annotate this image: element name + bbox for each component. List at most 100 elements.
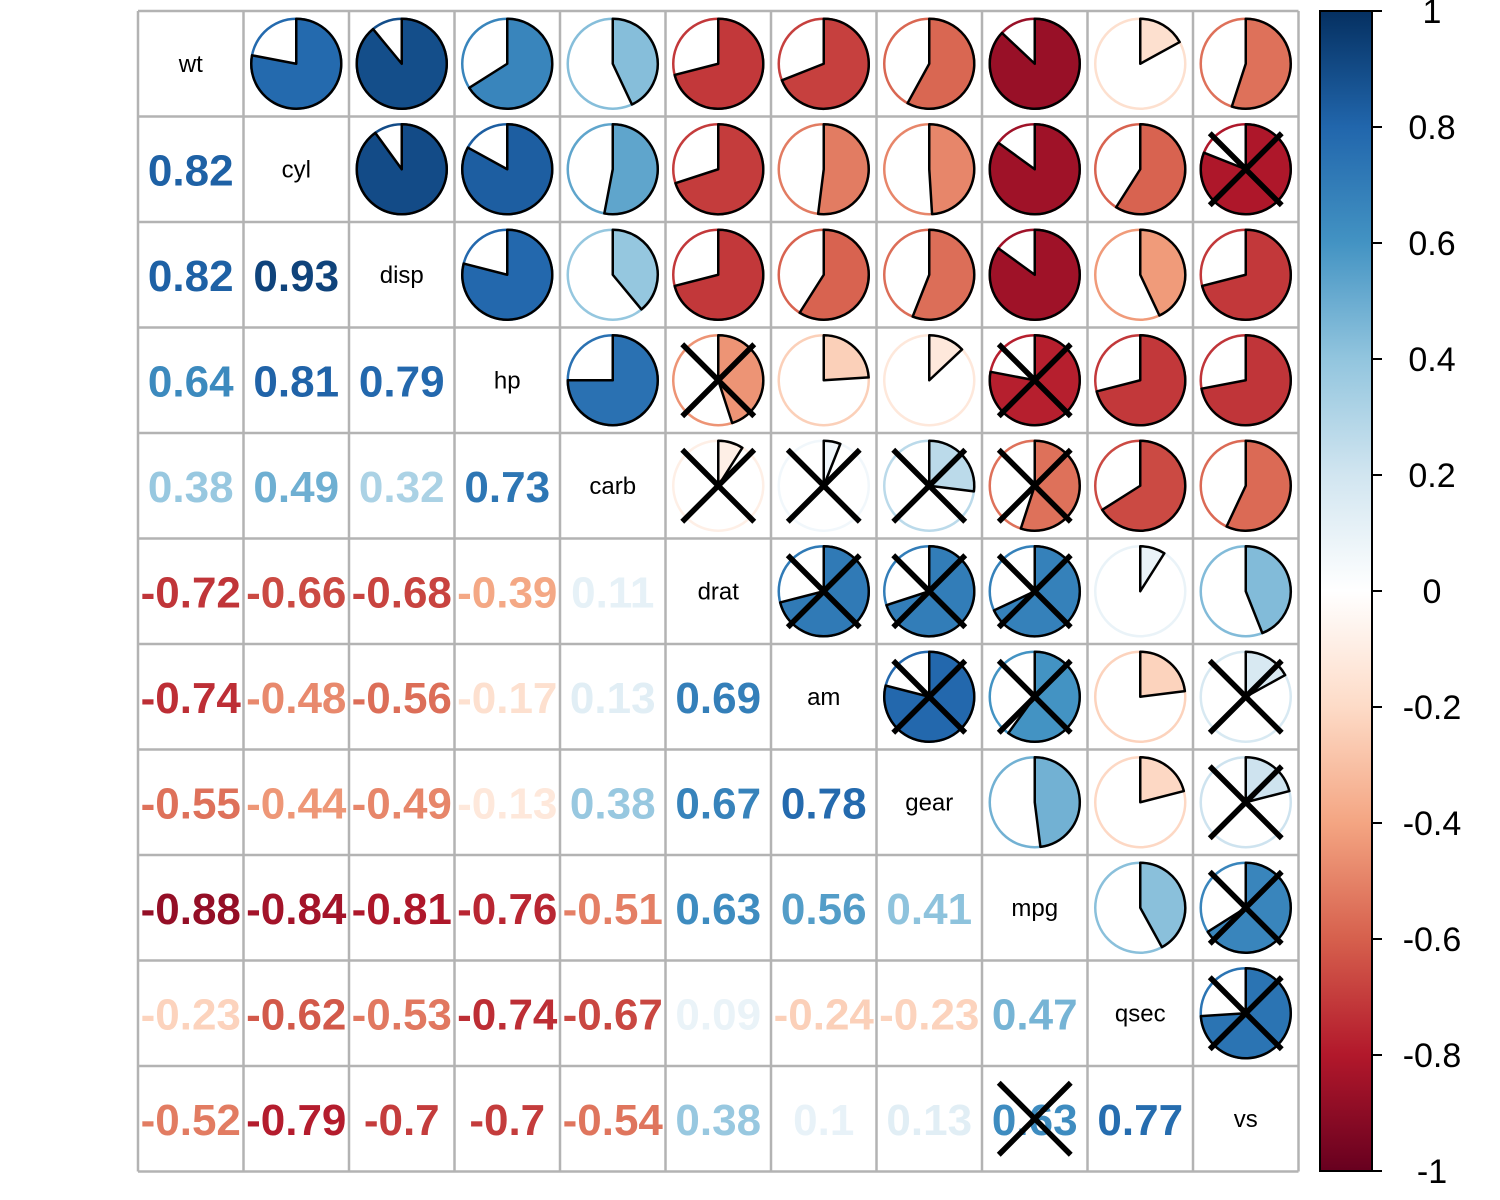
colorbar-tick-label: 0.8 bbox=[1408, 109, 1455, 147]
matrix-grid bbox=[136, 9, 1300, 1173]
color-legend: 1 0.8 0.6 0.4 0.2 0 -0.2 -0.4 -0.6 -0.8 -1 bbox=[1319, 0, 1462, 1191]
pie-mark-disp-hp bbox=[460, 228, 554, 321]
pie-mark-cyl-hp bbox=[461, 123, 554, 216]
coef-label-drat-cyl: -0.66 bbox=[246, 568, 346, 617]
pie-mark-disp-am bbox=[777, 228, 870, 321]
coef-label-gear-wt: -0.55 bbox=[141, 779, 241, 828]
pie-mark-wt-cyl bbox=[250, 17, 343, 110]
coef-label-carb-wt: 0.38 bbox=[148, 463, 234, 512]
coef-label-qsec-drat: 0.09 bbox=[675, 990, 761, 1039]
coef-label-qsec-disp: -0.53 bbox=[352, 990, 452, 1039]
pie-mark-carb-vs bbox=[1199, 439, 1292, 532]
colorbar-tick-label: -0.8 bbox=[1403, 1037, 1462, 1075]
coef-label-vs-disp: -0.7 bbox=[364, 1096, 440, 1145]
pie-mark-carb-qsec bbox=[1094, 439, 1187, 532]
variable-label-am: am bbox=[807, 684, 840, 711]
pie-mark-hp-carb bbox=[566, 334, 659, 427]
pie-mark-wt-am bbox=[777, 17, 870, 110]
coef-label-qsec-mpg: 0.47 bbox=[992, 990, 1078, 1039]
pie-mark-hp-gear bbox=[883, 334, 976, 427]
variable-label-gear: gear bbox=[905, 789, 953, 816]
coef-label-mpg-am: 0.56 bbox=[781, 885, 867, 934]
variable-label-mpg: mpg bbox=[1011, 895, 1058, 922]
coef-label-qsec-cyl: -0.62 bbox=[246, 990, 346, 1039]
coef-label-drat-disp: -0.68 bbox=[352, 568, 452, 617]
pie-mark-wt-gear bbox=[883, 17, 976, 110]
coef-label-mpg-hp: -0.76 bbox=[457, 885, 557, 934]
pie-mark-disp-drat bbox=[672, 228, 765, 321]
colorbar-tick-label: 0 bbox=[1423, 573, 1442, 611]
pie-mark-disp-vs bbox=[1199, 228, 1292, 321]
coef-label-carb-disp: 0.32 bbox=[359, 463, 445, 512]
pie-mark-am-vs bbox=[1199, 650, 1292, 743]
coef-label-drat-wt: -0.72 bbox=[141, 568, 241, 617]
coef-label-gear-drat: 0.67 bbox=[675, 779, 761, 828]
pie-mark-disp-carb bbox=[566, 228, 659, 321]
pie-mark-gear-qsec bbox=[1094, 756, 1187, 849]
coef-label-gear-disp: -0.49 bbox=[352, 779, 452, 828]
coef-label-mpg-wt: -0.88 bbox=[141, 885, 241, 934]
coef-label-vs-cyl: -0.79 bbox=[246, 1096, 346, 1145]
pie-mark-cyl-qsec bbox=[1094, 123, 1187, 216]
pie-mark-gear-vs bbox=[1199, 756, 1292, 849]
coef-label-qsec-hp: -0.74 bbox=[457, 990, 558, 1039]
pie-mark-disp-mpg bbox=[988, 228, 1081, 321]
pie-mark-mpg-vs bbox=[1199, 861, 1292, 954]
pie-mark-wt-drat bbox=[672, 17, 765, 110]
variable-label-qsec: qsec bbox=[1115, 1000, 1166, 1027]
variable-label-cyl: cyl bbox=[282, 156, 311, 183]
coef-label-am-disp: -0.56 bbox=[352, 674, 452, 723]
coef-label-drat-carb: 0.11 bbox=[571, 568, 654, 617]
colorbar bbox=[1319, 10, 1373, 1172]
pie-mark-am-mpg bbox=[988, 650, 1081, 743]
variable-label-carb: carb bbox=[589, 473, 636, 500]
coef-label-qsec-gear: -0.23 bbox=[879, 990, 979, 1039]
coef-label-drat-hp: -0.39 bbox=[457, 568, 557, 617]
pie-mark-wt-mpg bbox=[988, 17, 1082, 110]
pie-mark-cyl-vs bbox=[1199, 123, 1292, 216]
pie-mark-cyl-mpg bbox=[988, 123, 1081, 216]
coef-label-mpg-gear: 0.41 bbox=[886, 885, 972, 934]
pie-mark-cyl-drat bbox=[672, 123, 765, 216]
pie-mark-mpg-qsec bbox=[1094, 861, 1187, 954]
pie-mark-gear-mpg bbox=[988, 756, 1082, 849]
colorbar-tick-label: 0.6 bbox=[1408, 225, 1455, 263]
variable-label-drat: drat bbox=[698, 578, 740, 605]
colorbar-tick-label: -1 bbox=[1417, 1153, 1447, 1191]
colorbar-tick-label: 0.2 bbox=[1408, 457, 1455, 495]
coef-label-am-hp: -0.17 bbox=[457, 674, 557, 723]
coef-label-vs-drat: 0.38 bbox=[675, 1096, 761, 1145]
coef-label-mpg-drat: 0.63 bbox=[675, 885, 761, 934]
pie-mark-cyl-gear bbox=[883, 123, 976, 216]
coef-label-carb-hp: 0.73 bbox=[464, 463, 550, 512]
coef-label-cyl-wt: 0.82 bbox=[148, 146, 234, 195]
coef-label-qsec-am: -0.24 bbox=[774, 990, 875, 1039]
coef-label-mpg-disp: -0.81 bbox=[352, 885, 452, 934]
coef-label-hp-wt: 0.64 bbox=[148, 357, 234, 406]
pie-mark-wt-disp bbox=[355, 17, 449, 110]
coef-label-carb-cyl: 0.49 bbox=[253, 463, 339, 512]
coef-label-vs-carb: -0.54 bbox=[563, 1096, 664, 1145]
coef-label-am-carb: 0.13 bbox=[570, 674, 656, 723]
colorbar-tick-label: 1 bbox=[1423, 0, 1442, 31]
pie-mark-hp-drat bbox=[672, 334, 765, 427]
pie-mark-drat-vs bbox=[1199, 545, 1293, 638]
pie-mark-wt-vs bbox=[1199, 17, 1292, 110]
coef-label-hp-cyl: 0.81 bbox=[253, 357, 339, 406]
pie-mark-cyl-disp bbox=[355, 123, 448, 216]
variable-label-vs: vs bbox=[1234, 1106, 1258, 1133]
coef-label-disp-wt: 0.82 bbox=[148, 252, 234, 301]
variable-label-wt: wt bbox=[178, 51, 203, 78]
pie-mark-drat-qsec bbox=[1094, 545, 1187, 638]
pie-mark-am-gear bbox=[882, 650, 976, 743]
pie-mark-hp-am bbox=[777, 334, 870, 427]
coef-label-gear-carb: 0.38 bbox=[570, 779, 656, 828]
colorbar-tick-label: 0.4 bbox=[1408, 341, 1455, 379]
variable-label-hp: hp bbox=[494, 367, 521, 394]
coef-label-vs-wt: -0.52 bbox=[141, 1096, 241, 1145]
colorbar-tick-label: -0.4 bbox=[1403, 805, 1462, 843]
coef-label-am-cyl: -0.48 bbox=[246, 674, 346, 723]
pie-mark-drat-mpg bbox=[988, 545, 1081, 638]
pie-mark-carb-drat bbox=[672, 439, 765, 532]
coef-label-qsec-carb: -0.67 bbox=[563, 990, 663, 1039]
